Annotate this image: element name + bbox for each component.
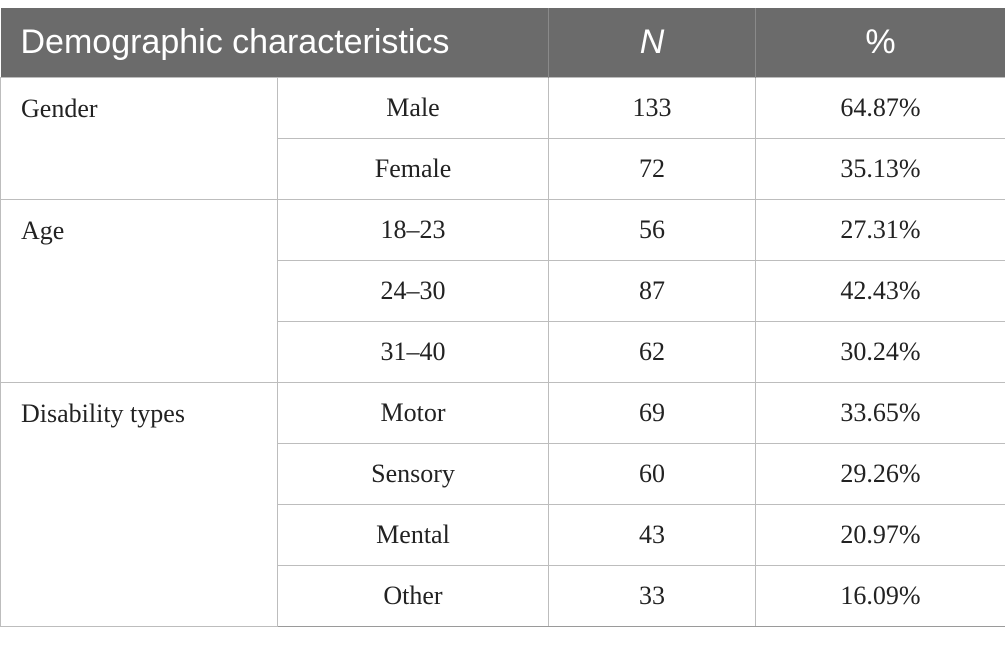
category-cell: Motor (277, 382, 549, 444)
group-label-gender: Gender (0, 77, 278, 200)
table-row: Sensory 60 29.26% (1, 443, 1005, 505)
table-row: Female 72 35.13% (1, 138, 1005, 200)
n-cell: 69 (548, 382, 756, 444)
n-cell: 33 (548, 565, 756, 627)
category-cell: 24–30 (277, 260, 549, 322)
category-cell: Other (277, 565, 549, 627)
category-cell: 18–23 (277, 199, 549, 261)
table-row: Gender Male 133 64.87% (0, 77, 1005, 200)
n-cell: 72 (548, 138, 756, 200)
table-header: Demographic characteristics N % (0, 8, 1005, 78)
category-cell: Mental (277, 504, 549, 566)
percent-cell: 33.65% (755, 382, 1005, 444)
percent-cell: 16.09% (755, 565, 1005, 627)
table-row: Other 33 16.09% (1, 565, 1005, 627)
category-cell: Sensory (277, 443, 549, 505)
demographics-table: Demographic characteristics N % Gender M… (0, 8, 1005, 627)
n-cell: 62 (548, 321, 756, 383)
header-row: Demographic characteristics N % (0, 8, 1005, 78)
table-row: Age 18–23 56 27.31% (0, 199, 1005, 383)
percent-cell: 29.26% (755, 443, 1005, 505)
group-label-disability-types: Disability types (0, 382, 278, 627)
percent-cell: 35.13% (755, 138, 1005, 200)
header-demographic-characteristics: Demographic characteristics (0, 8, 549, 78)
n-cell: 56 (548, 199, 756, 261)
category-cell: Female (277, 138, 549, 200)
percent-cell: 20.97% (755, 504, 1005, 566)
percent-cell: 64.87% (755, 77, 1005, 139)
percent-cell: 27.31% (755, 199, 1005, 261)
percent-cell: 30.24% (755, 321, 1005, 383)
group-label-age: Age (0, 199, 278, 383)
table-row: Disability types Motor 69 33.65% (0, 382, 1005, 627)
n-cell: 43 (548, 504, 756, 566)
category-cell: 31–40 (277, 321, 549, 383)
percent-cell: 42.43% (755, 260, 1005, 322)
table-body: Gender Male 133 64.87% Female 72 35.13% … (0, 77, 1005, 627)
header-percent: % (755, 8, 1005, 78)
n-cell: 87 (548, 260, 756, 322)
n-cell: 60 (548, 443, 756, 505)
n-cell: 133 (548, 77, 756, 139)
header-n: N (548, 8, 756, 78)
category-cell: Male (277, 77, 549, 139)
table-row: Mental 43 20.97% (1, 504, 1005, 566)
